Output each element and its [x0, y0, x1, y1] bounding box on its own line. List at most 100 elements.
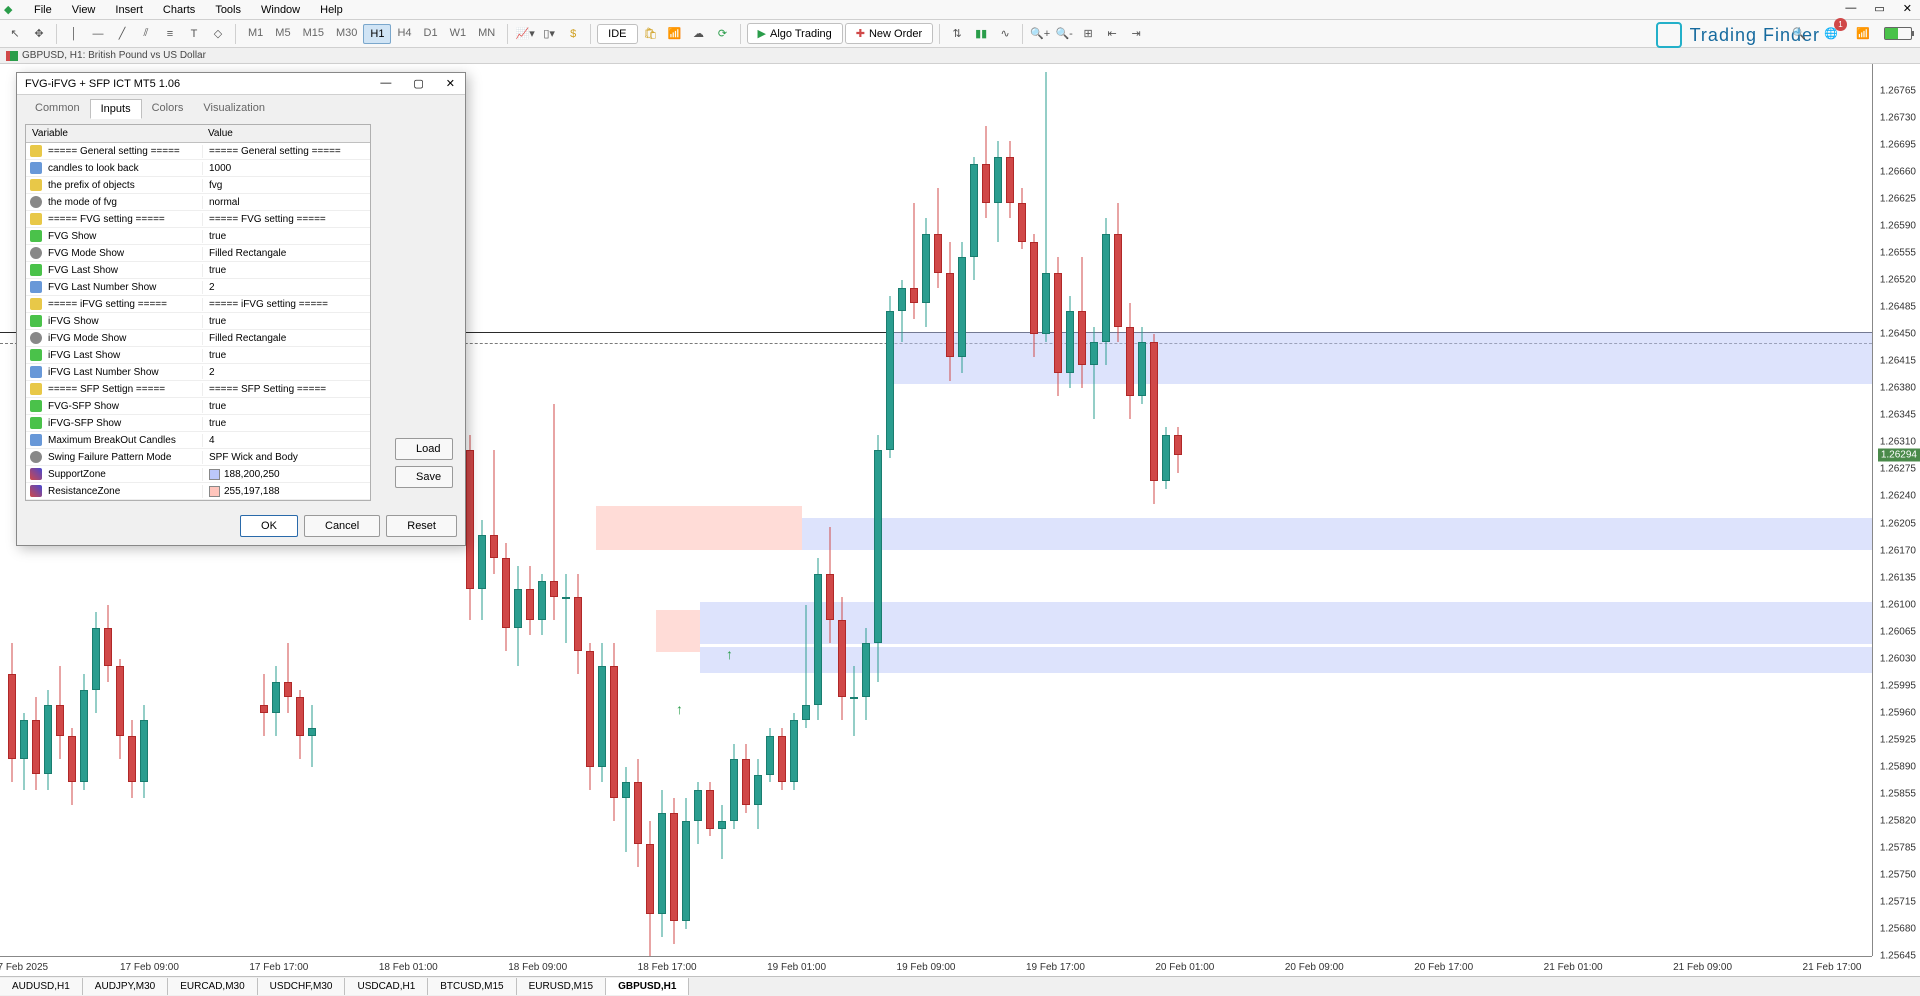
- variable-value[interactable]: true: [202, 230, 370, 243]
- grid-row[interactable]: iFVG Last Showtrue: [26, 347, 370, 364]
- column-value[interactable]: Value: [202, 125, 239, 142]
- grid-row[interactable]: FVG Showtrue: [26, 228, 370, 245]
- grid-row[interactable]: candles to look back1000: [26, 160, 370, 177]
- chart-tab[interactable]: USDCAD,H1: [345, 978, 428, 995]
- variable-value[interactable]: 255,197,188: [202, 485, 370, 498]
- ide-button[interactable]: IDE: [597, 24, 637, 44]
- timeframe-m30[interactable]: M30: [330, 24, 363, 44]
- timeframe-h4[interactable]: H4: [391, 24, 417, 44]
- dialog-minimize-icon[interactable]: —: [376, 77, 395, 90]
- menu-help[interactable]: Help: [310, 2, 353, 18]
- shapes-icon[interactable]: ◇: [207, 23, 229, 45]
- zoom-in-icon[interactable]: 🔍+: [1029, 23, 1051, 45]
- dialog-close-icon[interactable]: ✕: [442, 77, 459, 90]
- chart-tab[interactable]: BTCUSD,M15: [428, 978, 516, 995]
- minimize-icon[interactable]: —: [1841, 2, 1860, 15]
- variable-value[interactable]: ===== iFVG setting =====: [202, 298, 370, 311]
- variable-value[interactable]: ===== SFP Setting =====: [202, 383, 370, 396]
- chart-tab[interactable]: AUDUSD,H1: [0, 978, 83, 995]
- cancel-button[interactable]: Cancel: [304, 515, 380, 537]
- variable-value[interactable]: true: [202, 417, 370, 430]
- shift-icon[interactable]: ⇤: [1101, 23, 1123, 45]
- restore-icon[interactable]: ▭: [1870, 2, 1888, 15]
- vline-icon[interactable]: │: [63, 23, 85, 45]
- cursor-icon[interactable]: ↖: [4, 23, 26, 45]
- grid-row[interactable]: iFVG Last Number Show2: [26, 364, 370, 381]
- signal-status-icon[interactable]: 📶: [1852, 23, 1874, 45]
- chart-type-icon[interactable]: 📈▾: [514, 23, 536, 45]
- variable-value[interactable]: fvg: [202, 179, 370, 192]
- indicator-icon[interactable]: ∿: [994, 23, 1016, 45]
- dialog-tab-common[interactable]: Common: [25, 99, 90, 118]
- grid-row[interactable]: the mode of fvgnormal: [26, 194, 370, 211]
- timeframe-m5[interactable]: M5: [269, 24, 296, 44]
- variable-value[interactable]: SPF Wick and Body: [202, 451, 370, 464]
- grid-row[interactable]: FVG Last Showtrue: [26, 262, 370, 279]
- variable-value[interactable]: 4: [202, 434, 370, 447]
- timeframe-m15[interactable]: M15: [297, 24, 330, 44]
- save-button[interactable]: Save: [395, 466, 453, 488]
- market-icon[interactable]: 🛍: [640, 23, 662, 45]
- grid-row[interactable]: ===== FVG setting ========== FVG setting…: [26, 211, 370, 228]
- variable-value[interactable]: normal: [202, 196, 370, 209]
- variable-value[interactable]: ===== General setting =====: [202, 145, 370, 158]
- grid-row[interactable]: iFVG Mode ShowFilled Rectangale: [26, 330, 370, 347]
- algo-trading-button[interactable]: ▶Algo Trading: [747, 23, 843, 44]
- timeframe-w1[interactable]: W1: [444, 24, 473, 44]
- variable-value[interactable]: 2: [202, 366, 370, 379]
- variable-value[interactable]: 1000: [202, 162, 370, 175]
- grid-row[interactable]: the prefix of objectsfvg: [26, 177, 370, 194]
- autoscroll-icon[interactable]: ⇥: [1125, 23, 1147, 45]
- timeframe-d1[interactable]: D1: [418, 24, 444, 44]
- variable-value[interactable]: true: [202, 400, 370, 413]
- grid-row[interactable]: iFVG Showtrue: [26, 313, 370, 330]
- dialog-tab-colors[interactable]: Colors: [142, 99, 194, 118]
- trendline-icon[interactable]: ╱: [111, 23, 133, 45]
- variable-value[interactable]: Filled Rectangale: [202, 247, 370, 260]
- grid-row[interactable]: ResistanceZone255,197,188: [26, 483, 370, 500]
- new-order-button[interactable]: ✚New Order: [845, 23, 933, 44]
- grid-row[interactable]: Maximum BreakOut Candles4: [26, 432, 370, 449]
- crosshair-icon[interactable]: ✥: [28, 23, 50, 45]
- dialog-tab-inputs[interactable]: Inputs: [90, 99, 142, 119]
- sort-icon[interactable]: ⇅: [946, 23, 968, 45]
- dialog-tab-visualization[interactable]: Visualization: [193, 99, 275, 118]
- cloud-icon[interactable]: ☁: [688, 23, 710, 45]
- depth-icon[interactable]: ▮▮: [970, 23, 992, 45]
- variable-value[interactable]: ===== FVG setting =====: [202, 213, 370, 226]
- column-variable[interactable]: Variable: [26, 125, 202, 142]
- grid-row[interactable]: ===== General setting ========== General…: [26, 143, 370, 160]
- menu-charts[interactable]: Charts: [153, 2, 205, 18]
- signal-icon[interactable]: 📶: [664, 23, 686, 45]
- variable-value[interactable]: 188,200,250: [202, 468, 370, 481]
- globe-icon[interactable]: 🌐1: [1820, 23, 1842, 45]
- menu-file[interactable]: File: [24, 2, 62, 18]
- zoom-out-icon[interactable]: 🔍-: [1053, 23, 1075, 45]
- grid-row[interactable]: ===== SFP Settign ========== SFP Setting…: [26, 381, 370, 398]
- reset-button[interactable]: Reset: [386, 515, 457, 537]
- grid-row[interactable]: SupportZone188,200,250: [26, 466, 370, 483]
- grid-row[interactable]: FVG-SFP Showtrue: [26, 398, 370, 415]
- chart-tab[interactable]: GBPUSD,H1: [606, 978, 689, 995]
- fib-icon[interactable]: ≡: [159, 23, 181, 45]
- menu-insert[interactable]: Insert: [105, 2, 153, 18]
- variable-value[interactable]: true: [202, 315, 370, 328]
- refresh-icon[interactable]: ⟳: [712, 23, 734, 45]
- variable-value[interactable]: Filled Rectangale: [202, 332, 370, 345]
- dialog-maximize-icon[interactable]: ▢: [409, 77, 427, 90]
- grid-row[interactable]: iFVG-SFP Showtrue: [26, 415, 370, 432]
- variable-value[interactable]: true: [202, 264, 370, 277]
- candle-type-icon[interactable]: ▯▾: [538, 23, 560, 45]
- load-button[interactable]: Load: [395, 438, 453, 460]
- dollar-icon[interactable]: $: [562, 23, 584, 45]
- variable-value[interactable]: 2: [202, 281, 370, 294]
- chart-tab[interactable]: AUDJPY,M30: [83, 978, 168, 995]
- inputs-grid[interactable]: Variable Value ===== General setting ===…: [25, 124, 371, 501]
- timeframe-h1[interactable]: H1: [363, 24, 391, 44]
- menu-view[interactable]: View: [62, 2, 106, 18]
- menu-window[interactable]: Window: [251, 2, 310, 18]
- variable-value[interactable]: true: [202, 349, 370, 362]
- channel-icon[interactable]: ⫽: [135, 23, 157, 45]
- timeframe-mn[interactable]: MN: [472, 24, 501, 44]
- text-icon[interactable]: T: [183, 23, 205, 45]
